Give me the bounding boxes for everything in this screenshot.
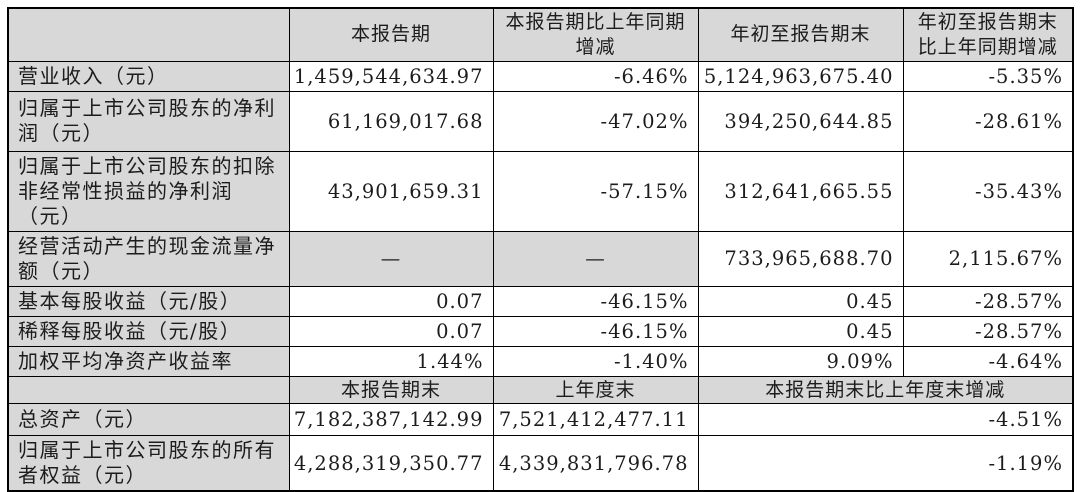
cell-ytd-value: 0.45 xyxy=(697,315,904,347)
cell-prior-year-end-value: 4,339,831,796.78 xyxy=(492,435,699,492)
cell-ytd-value: 0.45 xyxy=(697,285,904,317)
column-header-ytd-yoy-change: 年初至报告期末 比上年同期增减 xyxy=(902,7,1074,62)
table-row-diluted-eps: 稀释每股收益（元/股） 0.07 -46.15% 0.45 -28.57% xyxy=(7,315,1074,347)
cell-ytd-yoy-value: -4.64% xyxy=(902,345,1074,377)
row-label: 稀释每股收益（元/股） xyxy=(7,315,290,347)
table-row-net-profit: 归属于上市公司股东的净利润（元） 61,169,017.68 -47.02% 3… xyxy=(7,90,1074,152)
cell-period-yoy-value: -1.40% xyxy=(492,345,699,377)
cell-period-value: 43,901,659.31 xyxy=(288,150,494,232)
column-header-period-end: 本报告期末 xyxy=(288,375,494,405)
cell-prior-year-end-value: 7,521,412,477.11 xyxy=(492,403,699,437)
row-label: 加权平均净资产收益率 xyxy=(7,345,290,377)
table-row-net-profit-excl-nonrecurring: 归属于上市公司股东的扣除非经常性损益的净利润（元） 43,901,659.31 … xyxy=(7,150,1074,232)
cell-ytd-value: 312,641,665.55 xyxy=(697,150,904,232)
row-label: 营业收入（元） xyxy=(7,60,290,92)
cell-period-value: 61,169,017.68 xyxy=(288,90,494,152)
cell-period-yoy-value: — xyxy=(492,230,699,287)
cell-ytd-yoy-value: -5.35% xyxy=(902,60,1074,92)
row-label: 经营活动产生的现金流量净额（元） xyxy=(7,230,290,287)
column-header-period-end-change: 本报告期末比上年度末增减 xyxy=(697,375,1074,405)
cell-ytd-yoy-value: 2,115.67% xyxy=(902,230,1074,287)
table-row-shareholders-equity: 归属于上市公司股东的所有者权益（元） 4,288,319,350.77 4,33… xyxy=(7,435,1074,492)
cell-ytd-yoy-value: -28.57% xyxy=(902,315,1074,347)
cell-ytd-value: 394,250,644.85 xyxy=(697,90,904,152)
column-header-ytd: 年初至报告期末 xyxy=(697,7,904,62)
cell-period-value: 1.44% xyxy=(288,345,494,377)
column-header-period-yoy-change: 本报告期比上年同期 增减 xyxy=(492,7,699,62)
header-row-period: 本报告期 本报告期比上年同期 增减 年初至报告期末 年初至报告期末 比上年同期增… xyxy=(7,7,1074,62)
table-row-weighted-avg-roe: 加权平均净资产收益率 1.44% -1.40% 9.09% -4.64% xyxy=(7,345,1074,377)
financial-summary-table: 本报告期 本报告期比上年同期 增减 年初至报告期末 年初至报告期末 比上年同期增… xyxy=(7,7,1074,492)
table-row-total-assets: 总资产（元） 7,182,387,142.99 7,521,412,477.11… xyxy=(7,403,1074,437)
table-row-basic-eps: 基本每股收益（元/股） 0.07 -46.15% 0.45 -28.57% xyxy=(7,285,1074,317)
cell-period-yoy-value: -47.02% xyxy=(492,90,699,152)
cell-period-end-value: 4,288,319,350.77 xyxy=(288,435,494,492)
header-cell-empty xyxy=(7,7,290,62)
cell-ytd-yoy-value: -35.43% xyxy=(902,150,1074,232)
row-label: 基本每股收益（元/股） xyxy=(7,285,290,317)
cell-ytd-yoy-value: -28.57% xyxy=(902,285,1074,317)
cell-change-value: -4.51% xyxy=(697,403,1074,437)
row-label: 总资产（元） xyxy=(7,403,290,437)
table-row-revenue: 营业收入（元） 1,459,544,634.97 -6.46% 5,124,96… xyxy=(7,60,1074,92)
cell-change-value: -1.19% xyxy=(697,435,1074,492)
header-row-period-end: 本报告期末 上年度末 本报告期末比上年度末增减 xyxy=(7,375,1074,405)
cell-period-yoy-value: -6.46% xyxy=(492,60,699,92)
cell-ytd-value: 5,124,963,675.40 xyxy=(697,60,904,92)
cell-period-end-value: 7,182,387,142.99 xyxy=(288,403,494,437)
cell-period-value: 0.07 xyxy=(288,285,494,317)
row-label: 归属于上市公司股东的扣除非经常性损益的净利润（元） xyxy=(7,150,290,232)
column-header-prior-year-end: 上年度末 xyxy=(492,375,699,405)
cell-period-value: 0.07 xyxy=(288,315,494,347)
cell-period-yoy-value: -46.15% xyxy=(492,315,699,347)
cell-ytd-value: 733,965,688.70 xyxy=(697,230,904,287)
cell-period-yoy-value: -46.15% xyxy=(492,285,699,317)
cell-period-value: 1,459,544,634.97 xyxy=(288,60,494,92)
cell-ytd-yoy-value: -28.61% xyxy=(902,90,1074,152)
row-label: 归属于上市公司股东的净利润（元） xyxy=(7,90,290,152)
row-label: 归属于上市公司股东的所有者权益（元） xyxy=(7,435,290,492)
cell-period-yoy-value: -57.15% xyxy=(492,150,699,232)
table-row-operating-cash-flow: 经营活动产生的现金流量净额（元） — — 733,965,688.70 2,11… xyxy=(7,230,1074,287)
header-cell-empty xyxy=(7,375,290,405)
cell-period-value: — xyxy=(288,230,494,287)
cell-ytd-value: 9.09% xyxy=(697,345,904,377)
column-header-current-period: 本报告期 xyxy=(288,7,494,62)
